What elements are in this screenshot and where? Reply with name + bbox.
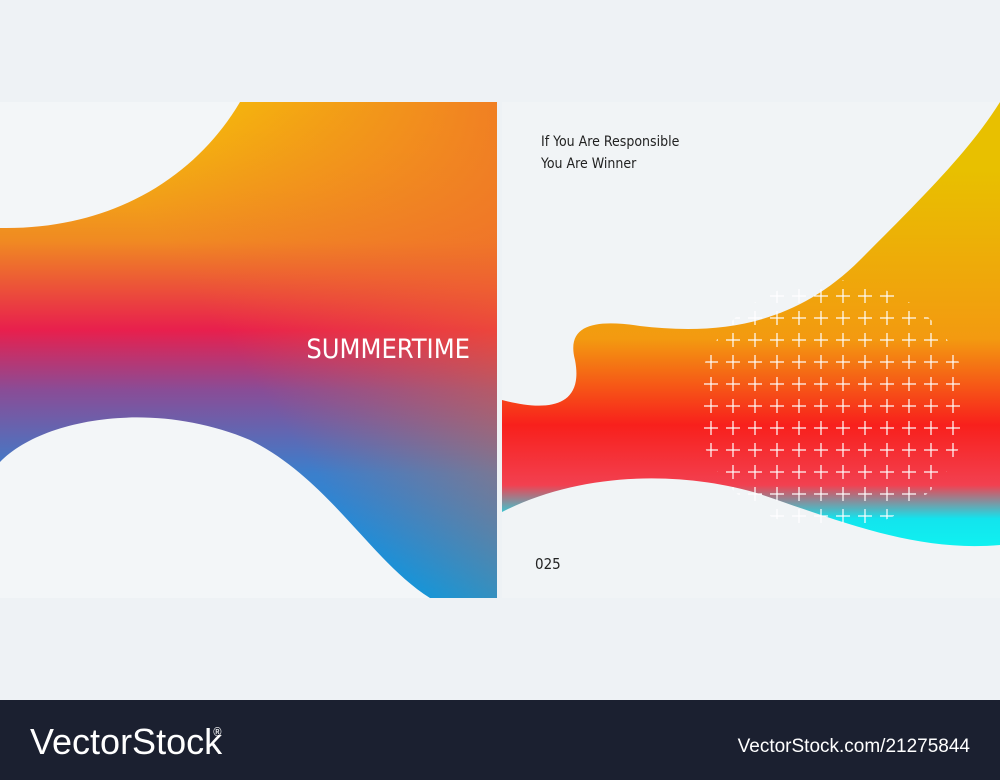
tagline: If You Are Responsible [541, 134, 680, 150]
panel-title: SUMMERTIME [306, 334, 470, 365]
top-cutout [0, 102, 240, 229]
registered-mark: ® [212, 725, 223, 739]
tagline: You Are Winner [540, 156, 637, 172]
left-panel: SUMMERTIME [0, 102, 497, 598]
right-panel: If You Are Responsible You Are Winner 02… [502, 102, 1000, 598]
bottom-cutout [0, 417, 430, 598]
footer-bar [0, 700, 1000, 780]
page-number: 025 [535, 555, 561, 573]
plus-grid [697, 280, 967, 530]
brand: VectorStock [30, 721, 223, 762]
footer-url: VectorStock.com/21275844 [738, 736, 971, 757]
